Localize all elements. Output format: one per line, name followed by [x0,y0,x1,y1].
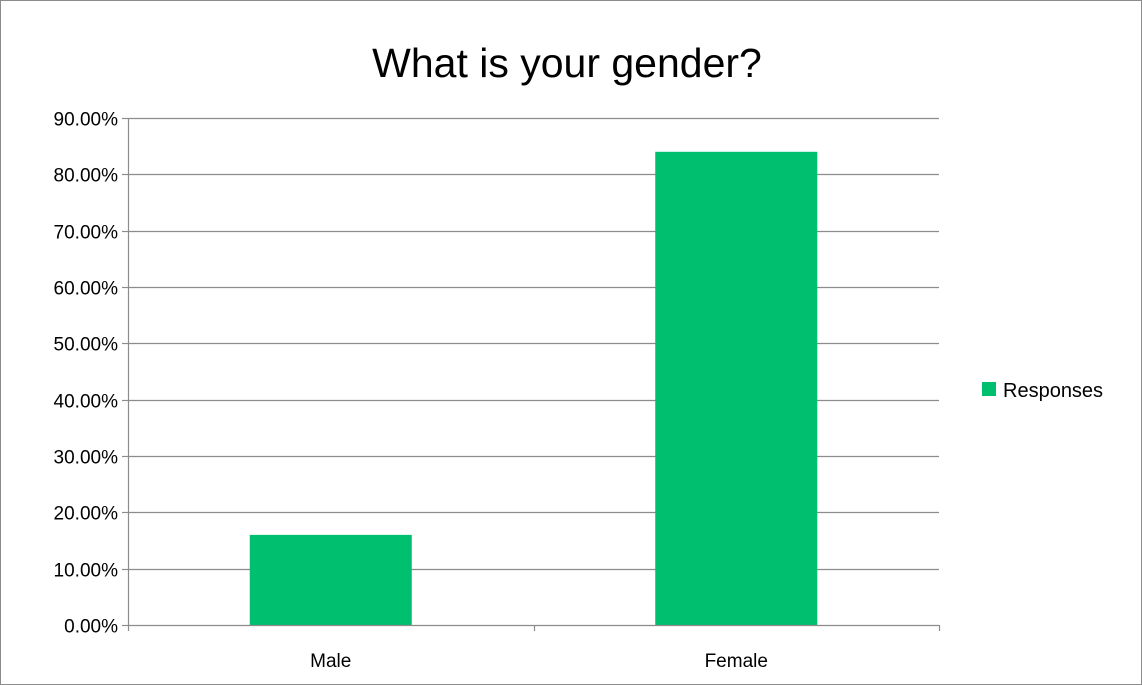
y-tick-label: 40.00% [54,392,119,413]
y-tick-label: 0.00% [64,617,118,638]
y-tick-label: 30.00% [54,448,119,469]
y-tick-label: 20.00% [54,504,119,525]
y-tick-label: 50.00% [54,335,119,356]
bars [249,151,818,626]
legend-label-responses: Responses [1003,380,1103,402]
chart-title: What is your gender? [372,40,762,86]
x-tick-label: Male [310,651,351,672]
y-tick-label: 60.00% [54,279,119,300]
y-tick-label: 90.00% [54,110,119,131]
y-tick-label: 70.00% [54,223,119,244]
legend-swatch-responses [982,382,996,396]
y-axis-tick-labels: 0.00% 10.00% 20.00% 30.00% 40.00% 50.00% 60.00… [54,110,119,638]
y-tick-label: 10.00% [54,561,119,582]
x-axis-tick-labels: Male Female [310,651,768,672]
y-tick-label: 80.00% [54,166,119,187]
bar-female [655,151,818,626]
bar-male [249,534,412,625]
axes [127,118,941,631]
x-tick-label: Female [705,651,768,672]
legend: Responses [982,380,1103,402]
